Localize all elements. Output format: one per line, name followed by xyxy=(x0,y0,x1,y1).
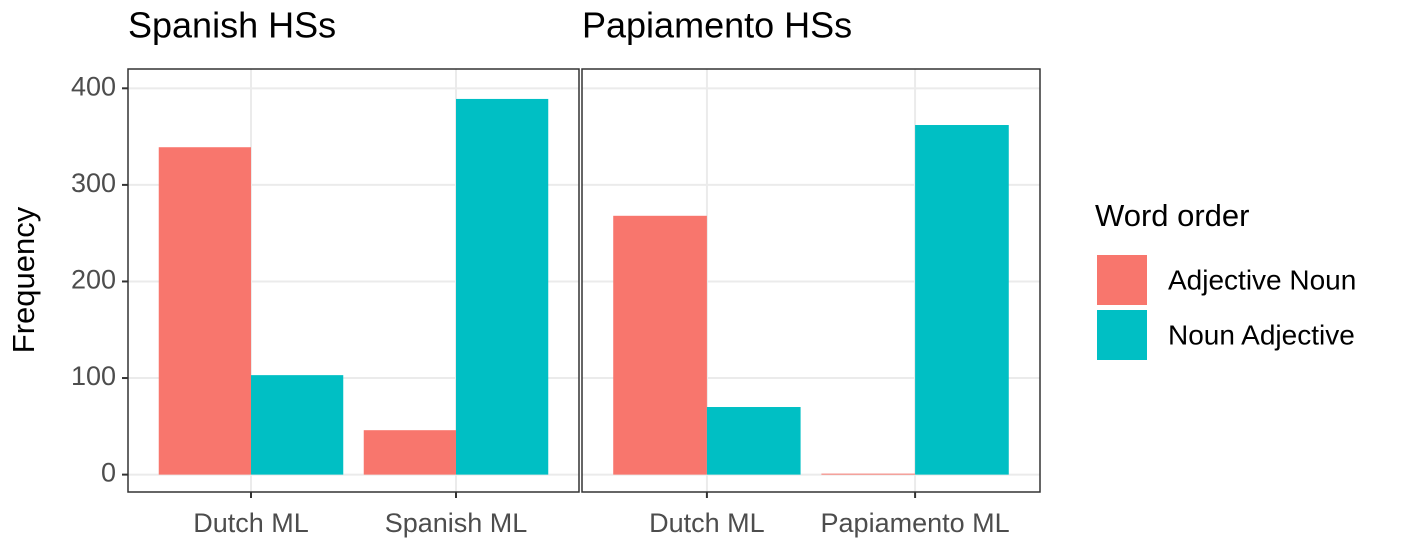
bar xyxy=(915,125,1009,475)
y-tick-label: 200 xyxy=(71,265,116,295)
legend-label: Adjective Noun xyxy=(1168,264,1356,295)
x-tick-label: Dutch ML xyxy=(649,508,765,538)
panel-title: Papiamento HSs xyxy=(582,5,852,46)
bar xyxy=(821,473,916,475)
panel-border xyxy=(127,68,580,493)
bar xyxy=(363,430,456,475)
bar xyxy=(613,215,707,475)
legend-title: Word order xyxy=(1095,198,1250,233)
y-axis-title: Frequency xyxy=(6,206,41,353)
panel-title: Spanish HSs xyxy=(128,5,336,46)
y-tick-label: 0 xyxy=(101,458,116,488)
y-tick-label: 400 xyxy=(71,71,116,101)
legend-label: Noun Adjective xyxy=(1168,319,1355,350)
bar xyxy=(456,98,549,475)
bar xyxy=(158,147,251,475)
bar xyxy=(706,407,801,475)
legend-key xyxy=(1097,255,1147,305)
y-tick-label: 300 xyxy=(71,168,116,198)
x-tick-label: Papiamento ML xyxy=(821,508,1010,538)
panel-border xyxy=(581,68,1041,493)
y-tick-label: 100 xyxy=(71,361,116,391)
x-tick-label: Dutch ML xyxy=(193,508,309,538)
bar xyxy=(251,375,344,475)
legend-key xyxy=(1097,310,1147,360)
x-tick-label: Spanish ML xyxy=(385,508,528,538)
